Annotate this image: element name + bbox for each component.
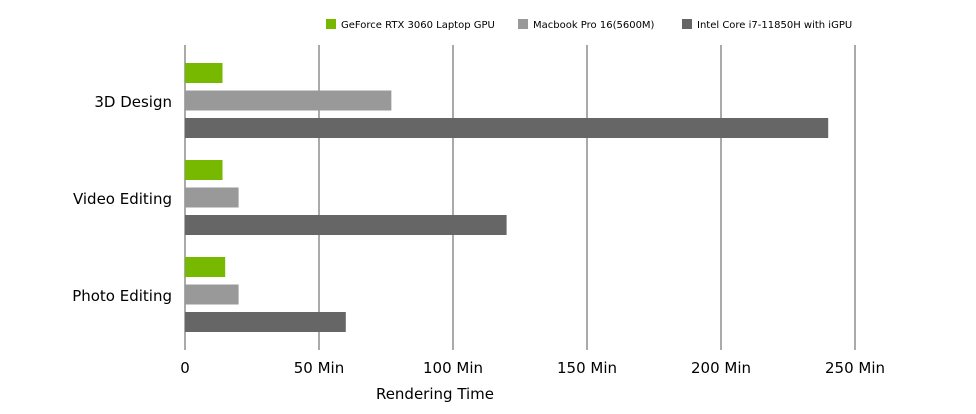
bar (185, 284, 239, 305)
legend-label: Macbook Pro 16(5600M) (533, 20, 655, 31)
legend-swatch (326, 19, 336, 29)
x-tick-label: 100 Min (423, 359, 483, 377)
bar (185, 187, 239, 208)
legend-label: GeForce RTX 3060 Laptop GPU (341, 20, 495, 31)
bar (185, 257, 226, 277)
bar (185, 215, 507, 235)
x-tick-label: 250 Min (825, 359, 885, 377)
x-tick-label: 200 Min (691, 359, 751, 377)
category-label: 3D Design (94, 93, 172, 111)
legend-label: Intel Core i7-11850H with iGPU (697, 20, 852, 31)
x-tick-label: 0 (180, 359, 190, 377)
category-label: Photo Editing (72, 287, 172, 305)
bar (185, 118, 829, 138)
legend-swatch (682, 19, 692, 29)
bar (185, 312, 346, 332)
category-label: Video Editing (73, 190, 172, 208)
bar (185, 90, 392, 111)
legend-swatch (518, 19, 528, 29)
bar (185, 63, 223, 83)
bar (185, 160, 223, 180)
x-tick-label: 50 Min (294, 359, 344, 377)
x-tick-label: 150 Min (557, 359, 617, 377)
x-axis-label: Rendering Time (376, 385, 494, 403)
